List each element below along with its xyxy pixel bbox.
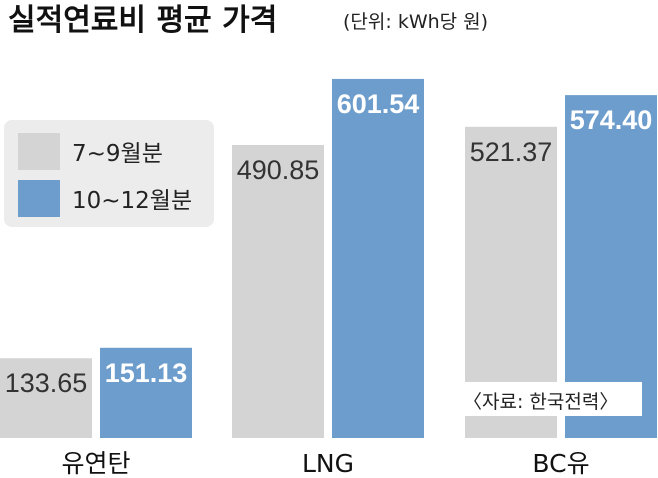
value-label-3-series-2: 574.40 — [570, 105, 653, 135]
bar-2-series-2 — [332, 78, 424, 439]
unit-note: (단위: kWh당 원) — [343, 11, 488, 33]
value-labels-group: 133.65 151.13 490.85 601.54 521.37 574.40 — [5, 89, 653, 398]
bar-2-series-1 — [232, 145, 324, 438]
category-label-3: BC유 — [532, 449, 589, 478]
legend-swatch-series-2 — [18, 180, 60, 217]
category-label-2: LNG — [302, 449, 354, 478]
bar-1-series-1 — [0, 358, 92, 438]
source-backdrop — [460, 382, 642, 416]
value-label-1-series-1: 133.65 — [5, 368, 88, 398]
value-label-2-series-1: 490.85 — [237, 155, 320, 185]
legend-swatch-series-1 — [18, 133, 60, 170]
bar-1-series-2 — [100, 347, 192, 438]
source-note: 〈자료: 한국전력〉 — [463, 391, 618, 413]
category-labels-group: 유연탄 LNG BC유 — [61, 449, 589, 478]
legend-label-series-1: 7~9월분 — [72, 141, 163, 167]
legend-label-series-2: 10~12월분 — [72, 188, 192, 214]
chart-title: 실적연료비 평균 가격 — [8, 3, 277, 38]
value-label-1-series-2: 151.13 — [105, 358, 188, 388]
value-label-3-series-1: 521.37 — [470, 137, 553, 167]
category-label-1: 유연탄 — [61, 449, 130, 478]
value-label-2-series-2: 601.54 — [337, 89, 420, 119]
bar-3-series-2 — [565, 95, 657, 439]
